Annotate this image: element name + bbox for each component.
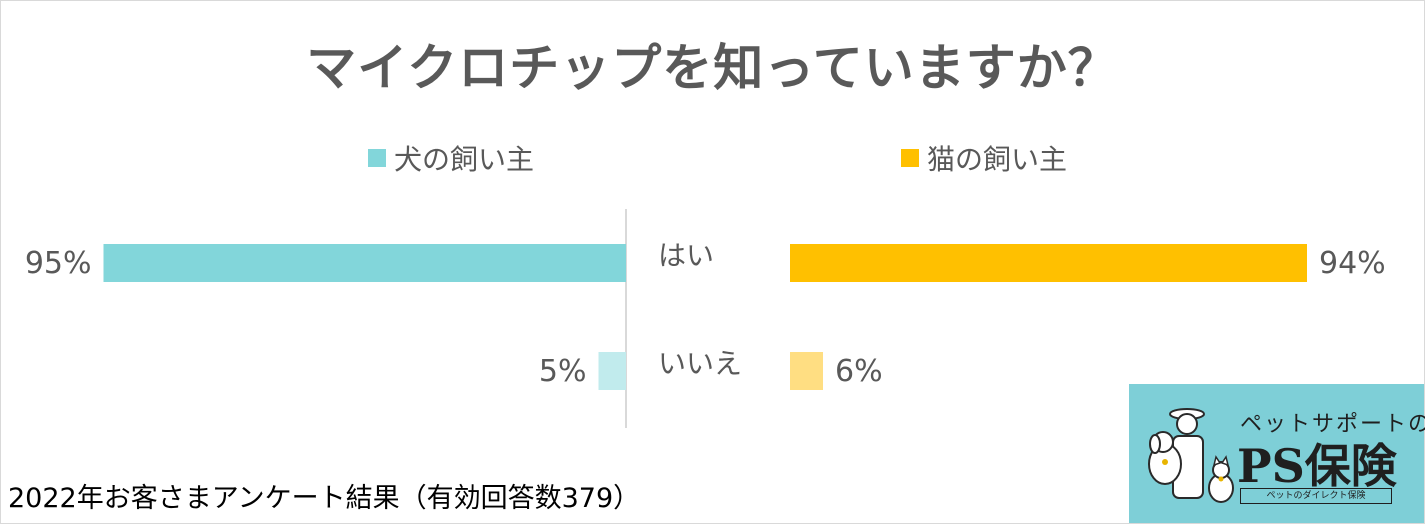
legend-cat: 猫の飼い主 bbox=[901, 138, 1067, 178]
chart-title: マイクロチップを知っていますか？ bbox=[306, 39, 1119, 97]
data-label-dog-0: 95% bbox=[25, 246, 92, 281]
legend-cat-label: 猫の飼い主 bbox=[927, 143, 1068, 176]
category-label-0: はい bbox=[658, 239, 714, 272]
legend-cat-swatch bbox=[901, 149, 919, 167]
legend-dog: 犬の飼い主 bbox=[368, 138, 534, 178]
logo-name: PS保険 bbox=[1237, 439, 1397, 493]
category-label-1: いいえ bbox=[658, 347, 742, 380]
survey-footnote: 2022年お客さまアンケート結果（有効回答数379） bbox=[8, 483, 641, 514]
bar-cat-1 bbox=[790, 352, 823, 390]
pets-owner-illustration-icon bbox=[1148, 408, 1234, 503]
data-label-dog-1: 5% bbox=[539, 354, 587, 389]
data-label-cat-1: 6% bbox=[835, 354, 883, 389]
legend-dog-label: 犬の飼い主 bbox=[394, 143, 535, 176]
logo-subtitle: ペットのダイレクト保険 bbox=[1240, 488, 1392, 504]
bar-cat-0 bbox=[790, 244, 1307, 282]
logo-tagline: ペットサポートの bbox=[1240, 412, 1425, 437]
bar-dog-1 bbox=[598, 352, 626, 390]
data-label-cat-0: 94% bbox=[1319, 246, 1386, 281]
bar-dog-0 bbox=[103, 244, 626, 282]
ps-insurance-logo: ペットサポートの PS保険 ペットのダイレクト保険 bbox=[1129, 384, 1425, 523]
legend-dog-swatch bbox=[368, 149, 386, 167]
